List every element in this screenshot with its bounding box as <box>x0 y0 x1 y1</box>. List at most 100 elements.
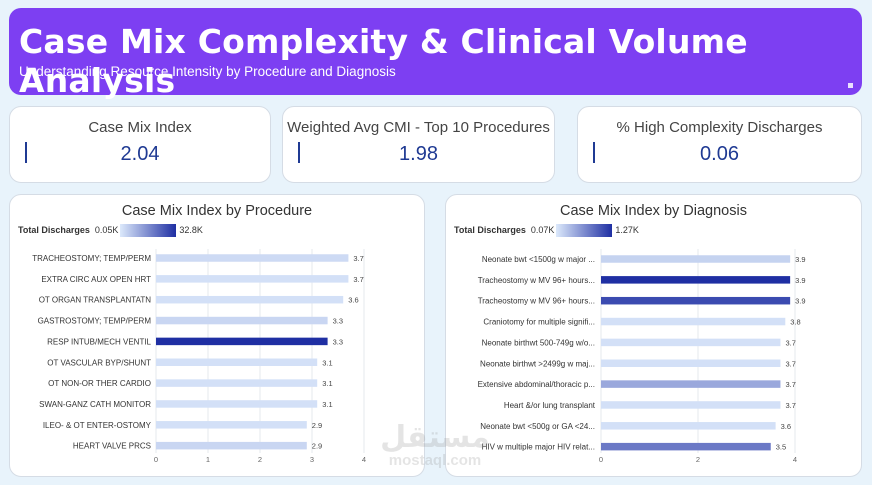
data-label: 3.6 <box>348 296 358 305</box>
legend-title: Total Discharges <box>18 225 90 235</box>
bar <box>601 380 781 388</box>
category-label: Extensive abdominal/thoracic p... <box>478 380 595 389</box>
legend-min: 0.05K <box>94 225 119 235</box>
category-label: HIV w multiple major HIV relat... <box>482 443 595 452</box>
bar <box>156 421 307 429</box>
legend-gradient <box>120 223 177 237</box>
category-label: Neonate bwt <500g or GA <24... <box>480 422 595 431</box>
bar <box>156 295 344 304</box>
bar <box>156 337 328 346</box>
bar <box>156 275 349 283</box>
data-label: 3.7 <box>353 254 363 263</box>
chart-legend: Total Discharges 0.05K 32.8K <box>18 223 203 237</box>
x-tick-label: 4 <box>362 455 366 464</box>
bar <box>601 422 776 430</box>
bar <box>156 400 318 408</box>
kpi-label: Case Mix Index <box>88 119 192 136</box>
x-tick-label: 3 <box>310 455 314 464</box>
data-label: 3.9 <box>795 276 805 285</box>
category-label: Neonate bwt <1500g w major ... <box>482 255 595 264</box>
data-label: 3.5 <box>776 443 786 452</box>
bar <box>601 255 791 263</box>
data-label: 3.1 <box>322 400 332 409</box>
kpi-value: 1.98 <box>399 143 438 165</box>
category-label: Heart &/or lung transplant <box>504 401 596 410</box>
legend-gradient <box>556 223 613 237</box>
x-tick-label: 4 <box>793 455 797 464</box>
bar <box>156 358 318 366</box>
bar <box>156 254 349 262</box>
x-tick-label: 1 <box>206 455 210 464</box>
legend-title: Total Discharges <box>454 225 526 235</box>
category-label: Craniotomy for multiple signifi... <box>483 318 595 327</box>
data-label: 3.7 <box>785 380 795 389</box>
chart-title: Case Mix Index by Procedure <box>121 203 313 219</box>
bar <box>601 317 786 326</box>
kpi-label: Weighted Avg CMI - Top 10 Procedures <box>287 119 550 136</box>
data-label: 2.9 <box>312 421 322 430</box>
bar <box>156 316 328 325</box>
legend-max: 32.8K <box>179 225 203 235</box>
kpi-card-weighted-avg-cmi[interactable]: Weighted Avg CMI - Top 10 Procedures 1.9… <box>282 106 555 183</box>
chart-card-diagnosis[interactable]: Case Mix Index by Diagnosis Total Discha… <box>445 194 862 477</box>
chart-card-procedure[interactable]: Case Mix Index by Procedure Total Discha… <box>9 194 425 477</box>
bar <box>156 441 307 450</box>
category-label: TRACHEOSTOMY; TEMP/PERM <box>32 254 151 263</box>
category-label: GASTROSTOMY; TEMP/PERM <box>38 317 152 326</box>
legend-max: 1.27K <box>615 225 639 235</box>
data-label: 3.9 <box>795 297 805 306</box>
x-tick-label: 0 <box>154 455 158 464</box>
data-label: 2.9 <box>312 442 322 451</box>
category-label: Neonate birthwt >2499g w maj... <box>480 359 595 368</box>
category-label: HEART VALVE PRCS <box>73 442 151 451</box>
kpi-label: % High Complexity Discharges <box>616 119 823 136</box>
page-title: Case Mix Complexity & Clinical Volume An… <box>19 22 748 100</box>
bar <box>601 296 791 305</box>
bar <box>601 401 781 409</box>
page-subtitle: Understanding Resource Intensity by Proc… <box>19 64 396 79</box>
x-tick-label: 2 <box>258 455 262 464</box>
focus-mode-icon[interactable] <box>848 83 853 88</box>
data-label: 3.3 <box>333 317 343 326</box>
x-tick-label: 0 <box>599 455 603 464</box>
kpi-accent-bar <box>298 142 300 163</box>
category-label: ILEO- & OT ENTER-OSTOMY <box>43 421 152 430</box>
data-label: 3.1 <box>322 358 332 367</box>
kpi-value: 2.04 <box>120 143 160 165</box>
legend-min: 0.07K <box>530 225 555 235</box>
data-label: 3.3 <box>333 337 343 346</box>
kpi-card-case-mix-index[interactable]: Case Mix Index 2.04 <box>9 106 271 183</box>
bar-chart-diagnosis: 0 2 4 Neonate bwt <1500g w major ... 3.9 Trac… <box>478 249 806 464</box>
bar-chart-procedure: 0 1 2 3 4 TRACHEOSTOMY; TEMP/PERM 3.7 EXTRA CIR… <box>32 249 366 464</box>
watermark-latin: mostaql.com <box>388 452 482 469</box>
category-label: OT VASCULAR BYP/SHUNT <box>47 358 151 367</box>
bar <box>156 379 318 387</box>
data-label: 3.7 <box>785 338 795 347</box>
data-label: 3.1 <box>322 379 332 388</box>
data-label: 3.8 <box>790 318 800 327</box>
category-label: OT NON-OR THER CARDIO <box>48 379 151 388</box>
watermark-arabic: مستقل <box>380 420 490 455</box>
category-label: Tracheostomy w MV 96+ hours... <box>478 297 595 306</box>
watermark-logo: مستقل mostaql.com <box>379 423 491 475</box>
x-tick-label: 2 <box>696 455 700 464</box>
data-label: 3.7 <box>785 359 795 368</box>
kpi-card-high-complexity[interactable]: % High Complexity Discharges 0.06 <box>577 106 862 183</box>
bar <box>601 276 791 284</box>
data-label: 3.7 <box>353 275 363 284</box>
chart-title: Case Mix Index by Diagnosis <box>560 203 747 219</box>
kpi-accent-bar <box>25 142 27 163</box>
data-label: 3.7 <box>785 401 795 410</box>
bar <box>601 442 771 451</box>
kpi-value: 0.06 <box>700 143 739 165</box>
bar <box>601 359 781 367</box>
category-label: EXTRA CIRC AUX OPEN HRT <box>41 275 151 284</box>
category-label: SWAN-GANZ CATH MONITOR <box>39 400 151 409</box>
category-label: Neonate birthwt 500-749g w/o... <box>482 338 595 347</box>
header-banner: Case Mix Complexity & Clinical Volume An… <box>9 8 862 100</box>
category-label: OT ORGAN TRANSPLANTATN <box>39 296 152 305</box>
chart-legend: Total Discharges 0.07K 1.27K <box>454 223 639 237</box>
category-label: Tracheostomy w MV 96+ hours... <box>478 276 595 285</box>
category-label: RESP INTUB/MECH VENTIL <box>47 337 151 346</box>
kpi-accent-bar <box>593 142 595 163</box>
